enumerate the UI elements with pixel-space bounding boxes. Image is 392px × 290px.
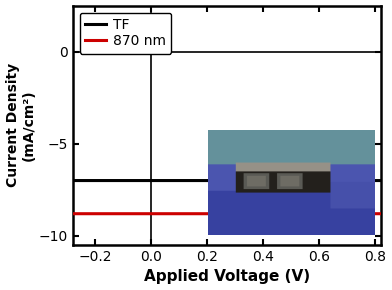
- 870 nm: [220, 212, 225, 215]
- TF: [220, 179, 225, 182]
- 870 nm: [313, 212, 318, 215]
- 870 nm: [379, 212, 383, 215]
- X-axis label: Applied Voltage (V): Applied Voltage (V): [144, 269, 310, 284]
- 870 nm: [70, 212, 75, 215]
- TF: [212, 179, 217, 182]
- TF: [379, 179, 383, 182]
- 870 nm: [370, 212, 374, 215]
- 870 nm: [212, 212, 217, 215]
- TF: [370, 179, 374, 182]
- TF: [86, 179, 91, 182]
- TF: [370, 179, 374, 182]
- Legend: TF, 870 nm: TF, 870 nm: [80, 12, 171, 54]
- TF: [70, 179, 75, 182]
- Y-axis label: Current Density
(mA/cm²): Current Density (mA/cm²): [5, 63, 36, 187]
- 870 nm: [370, 212, 374, 215]
- TF: [313, 179, 318, 182]
- 870 nm: [86, 212, 91, 215]
